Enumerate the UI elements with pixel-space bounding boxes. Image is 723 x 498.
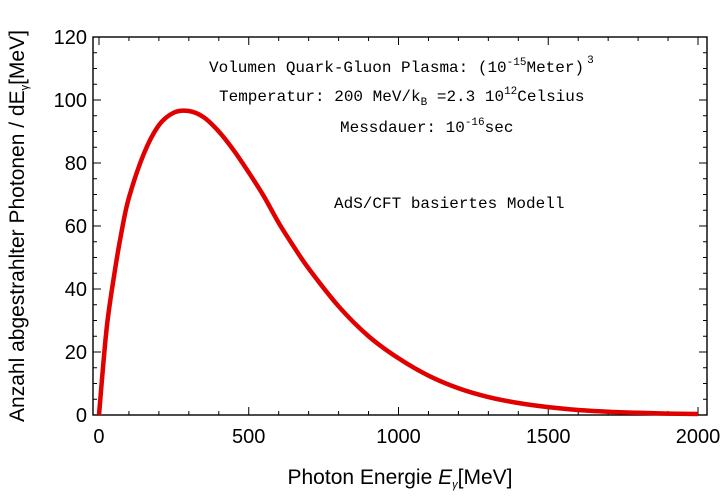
x-axis-label: Photon Energie Eγ[MeV] — [288, 466, 513, 491]
y-tick-label: 60 — [65, 216, 87, 238]
x-tick-label: 1000 — [376, 426, 421, 448]
y-tick-label: 80 — [65, 153, 87, 175]
y-tick-label: 120 — [54, 27, 87, 49]
x-tick-label: 0 — [93, 426, 104, 448]
annotation-duration: Messdauer: 10-16sec — [340, 117, 513, 137]
y-tick-label: 40 — [65, 279, 87, 301]
series-line — [96, 108, 699, 417]
y-tick-label: 20 — [65, 342, 87, 364]
tick-labels: 0 500 1000 1500 2000 0 20 40 60 80 100 120 — [54, 27, 721, 448]
x-tick-label: 2000 — [676, 426, 721, 448]
annotation-volume: Volumen Quark-Gluon Plasma: (10-15Meter)… — [209, 55, 594, 77]
y-tick-label: 100 — [54, 90, 87, 112]
y-tick-label: 0 — [76, 405, 87, 427]
annotation-model: AdS/CFT basiertes Modell — [334, 195, 564, 213]
y-axis-label: Anzahl abgestrahlter Photonen / dEγ[MeV] — [6, 30, 31, 422]
x-tick-label: 1500 — [526, 426, 571, 448]
series — [96, 108, 699, 417]
annotation-temperature: Temperatur: 200 MeV/kB =2.3 1012Celsius — [219, 86, 584, 109]
x-tick-label: 500 — [232, 426, 265, 448]
